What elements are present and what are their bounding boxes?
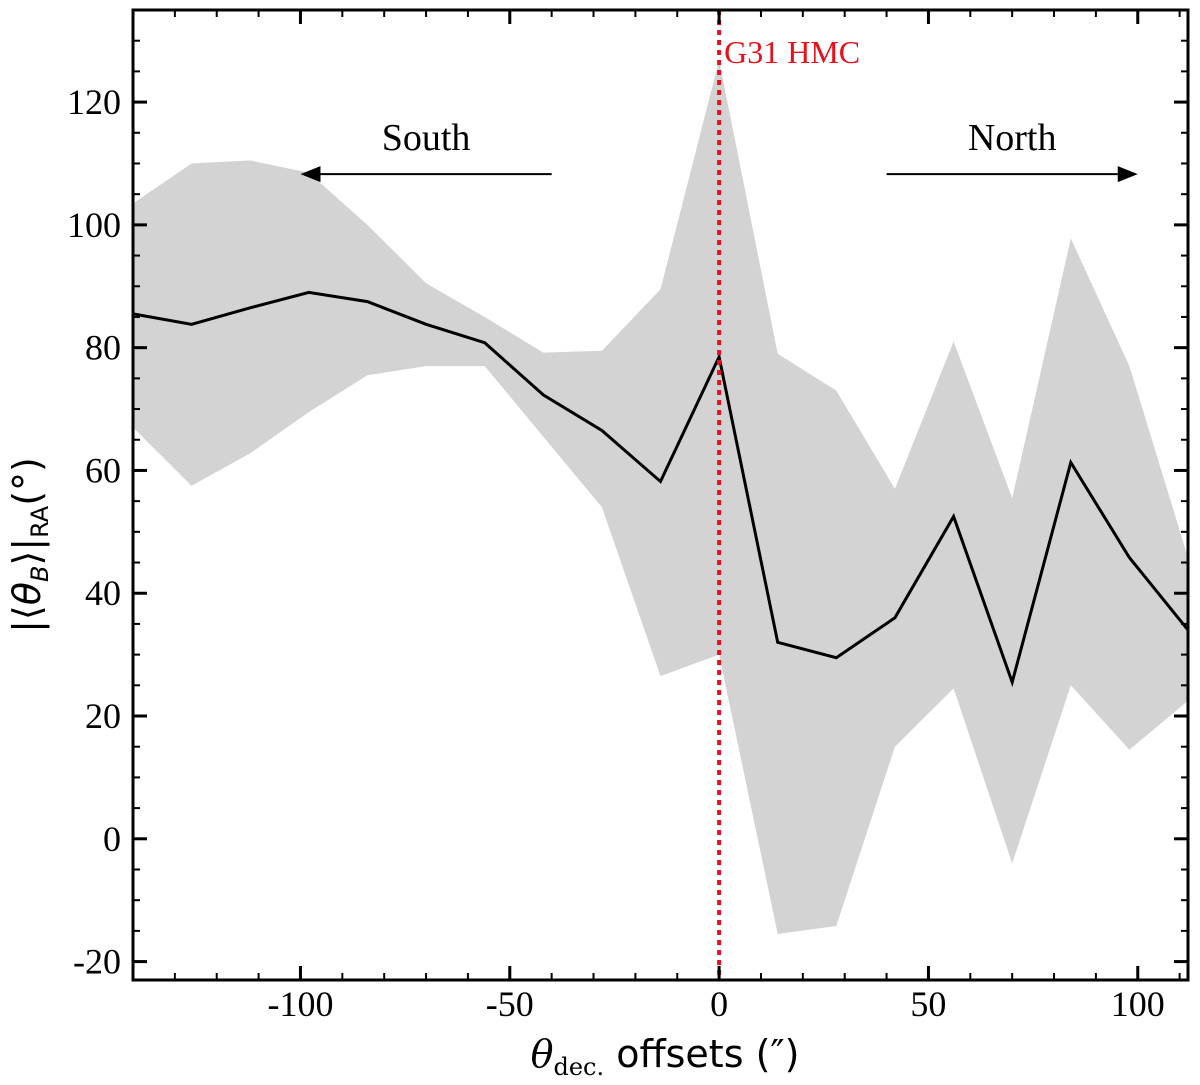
y-axis-subscript2: RA [26,505,54,538]
direction-annotations: South North [300,117,1138,183]
series-line-layer [132,290,1190,688]
y-axis-symbol: θ [5,582,49,605]
y-tick-label: 60 [85,450,121,490]
x-axis-subscript: dec. [553,1053,604,1081]
x-tick-label: 50 [910,984,946,1024]
arrow-left-head [300,166,321,183]
hmc-label: G31 HMC [724,34,860,70]
y-axis-prefix: |⟨ [5,605,50,633]
annotation-north: North [968,117,1057,159]
hmc-marker-layer: G31 HMC [717,10,860,980]
y-axis-mid: ⟩| [5,538,50,566]
y-tick-label: 80 [85,328,121,368]
y-tick-label: -20 [73,942,121,982]
y-axis-subscript: B [26,566,54,582]
x-tick-label: -50 [486,984,534,1024]
confidence-band [133,60,1188,935]
y-tick-label: 0 [103,819,121,859]
y-tick-label: 20 [85,696,121,736]
x-tick-label: -100 [267,984,333,1024]
series-line [132,290,1190,688]
x-tick-label: 0 [710,984,728,1024]
x-tick-label: 100 [1111,984,1165,1024]
annotation-south: South [382,117,471,159]
y-axis-suffix: (°) [5,457,49,506]
arrow-right-head [1117,166,1138,183]
y-tick-label: 120 [67,82,121,122]
x-axis-symbol: θ [531,1032,554,1076]
y-tick-label: 100 [67,205,121,245]
plot-frame [131,8,1190,982]
y-tick-label: 40 [85,573,121,613]
y-axis-title: |⟨θB⟩|RA(°) [5,457,54,633]
axis-tick-labels: -100 -50 0 50 100 -20 0 20 40 60 80 100 120 [67,82,1165,1024]
axis-ticks [133,10,1188,980]
x-axis-title: θdec. offsets (″) [531,1032,800,1081]
x-axis-text: offsets (″) [604,1032,799,1076]
confidence-band-layer [133,60,1188,935]
